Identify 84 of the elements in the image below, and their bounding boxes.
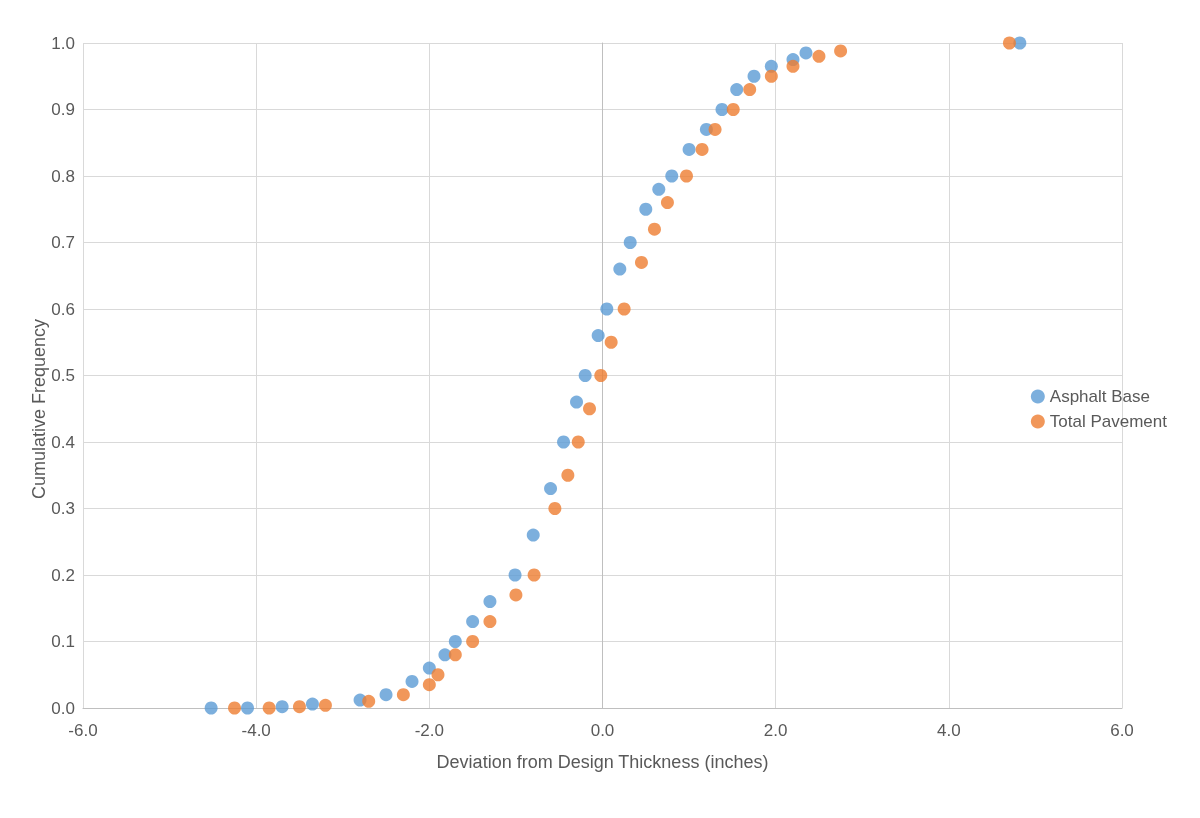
point <box>509 588 523 602</box>
x-tick-label: 2.0 <box>763 721 788 740</box>
point <box>680 169 693 183</box>
point <box>483 595 497 609</box>
point <box>448 648 462 662</box>
point <box>652 182 666 196</box>
x-axis-title: Deviation from Design Thickness (inches) <box>436 752 769 772</box>
y-tick-label: 0.5 <box>51 366 75 385</box>
point <box>812 49 826 63</box>
point <box>600 302 614 316</box>
point <box>570 395 584 409</box>
y-tick-label: 0.3 <box>51 499 75 518</box>
point <box>578 369 592 382</box>
point <box>1002 36 1016 50</box>
y-tick-label: 0.1 <box>51 632 75 651</box>
legend-label: Asphalt Base <box>1049 387 1151 406</box>
point <box>466 615 480 629</box>
point <box>647 222 661 236</box>
point <box>204 701 218 715</box>
point <box>405 674 419 688</box>
x-tick-label: -4.0 <box>241 721 271 740</box>
point <box>665 169 679 183</box>
point <box>726 103 740 116</box>
point <box>594 369 608 382</box>
point <box>571 435 585 449</box>
point <box>613 262 627 276</box>
point <box>548 502 562 515</box>
point <box>379 688 393 702</box>
point <box>448 635 462 648</box>
point <box>747 69 761 83</box>
point <box>527 568 541 582</box>
y-axis-title: Cumulative Frequency <box>29 318 49 500</box>
y-tick-label: 0.9 <box>51 100 75 119</box>
point <box>591 329 605 343</box>
y-tick-label: 0.4 <box>51 432 75 452</box>
point <box>660 196 674 210</box>
point <box>292 700 306 714</box>
point <box>730 83 744 97</box>
point <box>557 435 571 449</box>
point <box>362 694 376 708</box>
point <box>639 202 653 216</box>
point <box>682 142 696 156</box>
y-tick-label: 0.0 <box>51 698 75 718</box>
point <box>544 482 558 496</box>
x-tick-label: 6.0 <box>1110 721 1134 740</box>
y-tick-label: 0.7 <box>51 233 75 252</box>
point <box>634 255 648 269</box>
point <box>275 700 289 714</box>
point <box>764 69 778 83</box>
point <box>262 701 276 715</box>
point <box>422 678 436 692</box>
point <box>241 701 255 715</box>
point <box>305 697 319 711</box>
point <box>583 402 597 416</box>
point <box>526 528 540 542</box>
x-tick-label: -2.0 <box>414 721 444 740</box>
y-tick-label: 0.2 <box>51 565 75 585</box>
point <box>743 83 757 97</box>
point <box>228 701 242 715</box>
point <box>786 59 800 73</box>
y-tick-label: 0.8 <box>51 166 75 186</box>
y-tick-label: 1.0 <box>51 33 75 53</box>
point <box>466 635 480 648</box>
point <box>561 468 575 482</box>
x-tick-label: -6.0 <box>68 721 98 740</box>
legend-label: Total Pavement <box>1049 412 1168 431</box>
point <box>422 661 436 675</box>
point <box>617 302 631 316</box>
point <box>508 568 522 582</box>
point <box>799 46 813 60</box>
point <box>834 44 848 58</box>
point <box>396 688 410 702</box>
point <box>623 236 637 249</box>
point <box>708 122 722 136</box>
x-tick-label: 0.0 <box>590 721 615 740</box>
x-tick-label: 4.0 <box>937 721 961 740</box>
point <box>715 103 729 116</box>
point <box>483 615 497 629</box>
point <box>318 698 332 712</box>
point <box>695 142 709 156</box>
y-tick-label: 0.6 <box>51 299 75 319</box>
point <box>604 335 618 349</box>
point <box>431 668 445 682</box>
point <box>438 648 452 662</box>
